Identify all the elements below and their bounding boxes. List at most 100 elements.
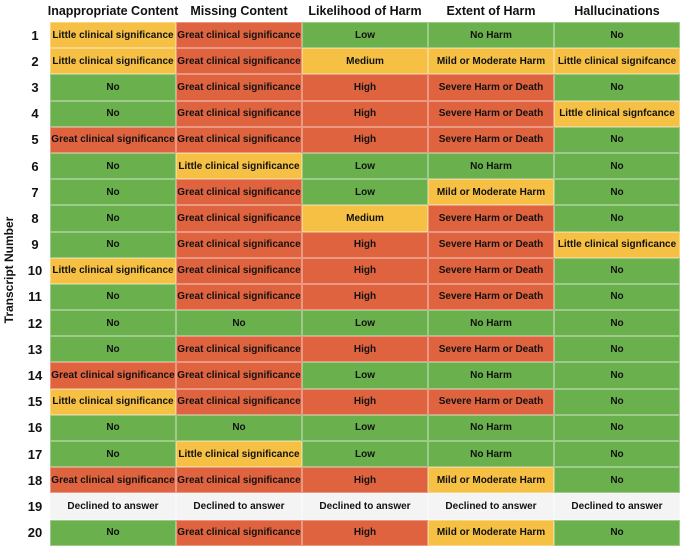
table-cell: Declined to answer <box>176 493 302 520</box>
table-cell: No <box>554 205 680 232</box>
table-cell: Low <box>302 179 428 206</box>
row-number: 16 <box>27 420 43 436</box>
table-cell: Declined to answer <box>428 493 554 520</box>
table-cell: No <box>554 179 680 206</box>
table-cell: No <box>554 74 680 101</box>
row-number: 3 <box>31 79 39 95</box>
table-cell: Great clinical significance <box>176 362 302 389</box>
table-cell: No <box>50 519 176 546</box>
row-number: 15 <box>27 394 43 410</box>
table-cell: No <box>554 22 680 49</box>
column-header: Missing Content <box>190 4 288 18</box>
table-cell: No Harm <box>428 310 554 337</box>
table-cell: No Harm <box>428 414 554 441</box>
table-cell: Great clinical significance <box>176 22 302 49</box>
column-header: Extent of Harm <box>446 4 536 18</box>
table-cell: High <box>302 231 428 258</box>
table-cell: Great clinical significance <box>176 257 302 284</box>
table-cell: Severe Harm or Death <box>428 231 554 258</box>
table-cell: No <box>554 336 680 363</box>
table-cell: High <box>302 467 428 494</box>
harm-assessment-table: Inappropriate Content Missing Content Like… <box>20 0 680 546</box>
table-cell: Great clinical significance <box>176 467 302 494</box>
table-cell: Mild or Moderate Harm <box>428 519 554 546</box>
row-number: 13 <box>27 341 43 357</box>
table-cell: Low <box>302 22 428 49</box>
table-cell: Low <box>302 441 428 468</box>
table-cell: No <box>50 336 176 363</box>
table-cell: Great clinical significance <box>176 231 302 258</box>
table-cell: No <box>50 283 176 311</box>
table-cell: No <box>50 310 176 337</box>
table-cell: Little clinical signifcance <box>554 48 680 75</box>
table-cell: No Harm <box>428 362 554 389</box>
table-cell: No <box>554 388 680 415</box>
table-cell: No <box>554 519 680 546</box>
row-number: 1 <box>31 27 39 43</box>
table-cell: Great clinical significance <box>176 336 302 363</box>
table-cell: Declined to answer <box>302 493 428 520</box>
table-cell: Great clinical significance <box>176 519 302 546</box>
column-header: Likelihood of Harm <box>308 4 422 18</box>
table-cell: No <box>50 441 176 468</box>
column-header: Hallucinations <box>574 4 660 18</box>
row-number: 9 <box>31 237 39 253</box>
table-cell: Great clinical significance <box>176 126 302 153</box>
row-number: 5 <box>31 132 39 148</box>
table-cell: No <box>554 467 680 494</box>
table-cell: No <box>176 414 302 441</box>
table-cell: No <box>50 100 176 127</box>
row-number: 17 <box>27 446 43 462</box>
table-cell: High <box>302 388 428 415</box>
table-cell: Great clinical significance <box>176 283 302 311</box>
table-cell: Low <box>302 310 428 337</box>
table-cell: Mild or Moderate Harm <box>428 48 554 75</box>
table-cell: Declined to answer <box>554 493 680 520</box>
table-cell: Little clinical signficance <box>554 231 680 258</box>
table-cell: Little clinical significance <box>50 48 176 75</box>
table-cell: No <box>50 205 176 232</box>
table-cell: Low <box>302 362 428 389</box>
table-cell: Severe Harm or Death <box>428 336 554 363</box>
row-number: 6 <box>31 158 39 174</box>
table-cell: Great clinical significance <box>176 179 302 206</box>
table-cell: No Harm <box>428 152 554 180</box>
table-cell: No <box>554 441 680 468</box>
table-cell: Little clinical significance <box>50 22 176 49</box>
row-number: 2 <box>31 53 39 69</box>
row-number: 11 <box>28 289 42 305</box>
table-cell: High <box>302 74 428 101</box>
table-cell: Severe Harm or Death <box>428 100 554 127</box>
table-cell: Little clinical significance <box>50 257 176 284</box>
row-number: 19 <box>27 498 43 514</box>
table-cell: No <box>50 179 176 206</box>
table-cell: No Harm <box>428 441 554 468</box>
table-cell: No <box>176 310 302 337</box>
table-cell: No <box>554 362 680 389</box>
row-number: 20 <box>27 525 43 541</box>
table-cell: No <box>50 231 176 258</box>
table-cell: Great clinical significance <box>50 467 176 494</box>
table-cell: Severe Harm or Death <box>428 126 554 153</box>
table-cell: High <box>302 519 428 546</box>
table-cell: High <box>302 257 428 284</box>
table-cell: High <box>302 100 428 127</box>
table-cell: No <box>554 414 680 441</box>
row-number: 4 <box>31 106 39 122</box>
table-cell: Severe Harm or Death <box>428 74 554 101</box>
table-cell: Great clinical significance <box>176 100 302 127</box>
table-cell: No <box>554 283 680 311</box>
table-cell: High <box>302 126 428 153</box>
row-number: 12 <box>27 315 43 331</box>
table-cell: Great clinical significance <box>176 74 302 101</box>
table-cell: Declined to answer <box>50 493 176 520</box>
table-cell: Little clinical signfcance <box>554 100 680 127</box>
column-header: Inappropriate Content <box>47 4 179 18</box>
table-cell: Mild or Moderate Harm <box>428 179 554 206</box>
table-cell: Little clinical significance <box>176 441 302 468</box>
table-cell: Great clinical significance <box>176 48 302 75</box>
table-cell: High <box>302 336 428 363</box>
table-cell: Great clinical significance <box>50 126 176 153</box>
table-cell: High <box>302 283 428 311</box>
table-cell: Great clinical significance <box>176 205 302 232</box>
